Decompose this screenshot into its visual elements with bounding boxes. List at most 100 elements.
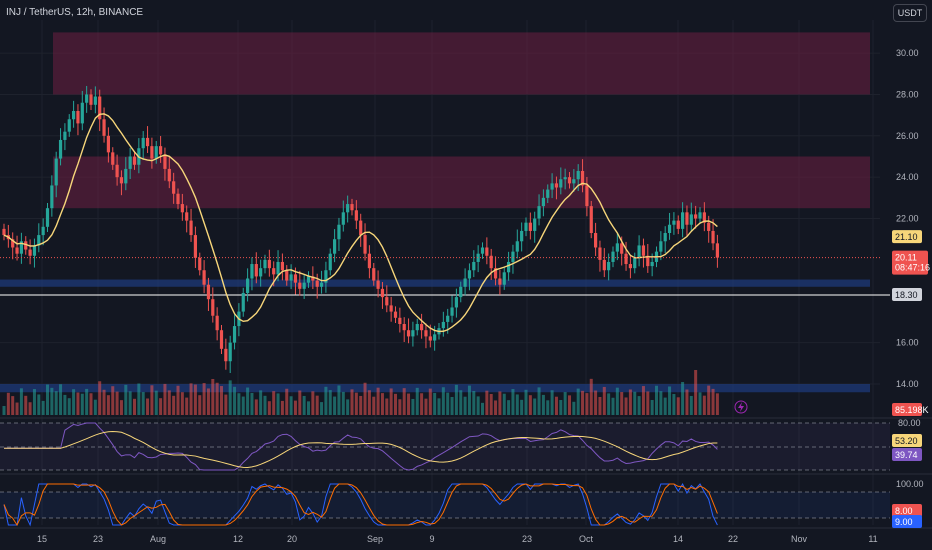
volume-bar	[115, 391, 119, 415]
volume-bar	[111, 386, 115, 415]
time-tick-label: 15	[37, 534, 47, 544]
candle-body	[415, 324, 419, 331]
stoch-band	[0, 492, 890, 518]
candle-body	[163, 154, 167, 169]
volume-bar	[154, 390, 158, 415]
volume-bar	[524, 389, 528, 415]
price-tick-label: 28.00	[896, 89, 919, 99]
volume-bar	[568, 395, 571, 415]
candle-body	[620, 243, 624, 254]
volume-bar	[11, 396, 15, 415]
candle-body	[420, 324, 424, 331]
candle-body	[315, 280, 319, 287]
volume-bar	[607, 393, 611, 415]
candle-body	[707, 222, 711, 231]
candle-body	[480, 247, 485, 254]
candle-body	[446, 315, 450, 322]
volume-bar	[689, 395, 693, 415]
volume-bar	[494, 400, 498, 415]
volume-bar	[119, 400, 123, 415]
ma-value-badge: 21.10	[895, 232, 918, 242]
time-tick-label: 14	[673, 534, 683, 544]
candle-body	[554, 183, 559, 188]
candle-body	[85, 94, 89, 103]
volume-bar	[428, 388, 432, 415]
candle-body	[398, 317, 402, 325]
volume-bar	[598, 397, 602, 415]
candle-body	[193, 235, 197, 258]
candle-body	[624, 253, 628, 265]
candle-body	[228, 342, 232, 362]
volume-bar	[602, 386, 606, 415]
candle-body	[272, 268, 276, 275]
candle-body	[454, 297, 458, 308]
volume-bar	[611, 397, 615, 415]
volume-bar	[32, 389, 36, 415]
volume-bar	[46, 384, 49, 415]
volume-bar	[715, 393, 719, 415]
stoch-tick-label: 100.00	[896, 479, 924, 489]
volume-bar	[250, 392, 254, 415]
volume-bar	[528, 395, 532, 415]
volume-bar	[137, 383, 141, 415]
volume-bar	[363, 382, 367, 415]
volume-bar	[341, 391, 345, 415]
volume-bar	[633, 391, 637, 415]
candle-body	[389, 305, 393, 312]
volume-bar	[650, 400, 654, 415]
volume-bar	[124, 384, 128, 415]
candle-body	[633, 257, 637, 269]
volume-bar	[446, 392, 450, 415]
candle-body	[594, 233, 598, 248]
volume-bar	[398, 399, 402, 415]
volume-bar	[328, 390, 332, 415]
candle-body	[89, 94, 93, 105]
candle-body	[450, 307, 454, 316]
candle-body	[441, 321, 445, 329]
candle-body	[433, 334, 437, 341]
stoch-k-line	[3, 482, 718, 527]
candle-body	[572, 179, 576, 184]
rsi-value-badge: 53.20	[895, 436, 918, 446]
volume-value-badge-bg	[892, 403, 922, 416]
candle-body	[102, 119, 106, 136]
volume-bar	[402, 388, 406, 415]
candle-body	[681, 212, 685, 229]
volume-bar	[333, 396, 337, 415]
volume-bar	[585, 393, 589, 415]
volume-bar	[80, 393, 84, 415]
volume-bar	[141, 392, 145, 415]
currency-button[interactable]: USDT	[893, 4, 927, 22]
volume-bar	[172, 395, 176, 415]
candle-body	[215, 315, 219, 331]
volume-bar	[698, 392, 702, 415]
volume-bar	[19, 388, 23, 415]
candle-body	[459, 286, 463, 298]
candle-body	[341, 212, 345, 225]
time-tick-label: 23	[522, 534, 532, 544]
rsi-ma-value-badge: 39.74	[895, 450, 918, 460]
candle-body	[319, 282, 324, 287]
price-tick-label: 24.00	[896, 172, 919, 182]
candle-body	[672, 220, 676, 225]
candle-body	[537, 206, 541, 219]
volume-bar	[637, 396, 641, 415]
candle-body	[115, 164, 119, 178]
volume-bar	[550, 390, 554, 415]
last-price-badge-bg	[892, 250, 928, 275]
candle-body	[224, 348, 228, 362]
candle-body	[176, 193, 180, 205]
volume-bar	[694, 370, 698, 415]
candle-body	[541, 197, 545, 207]
stoch-k-value-badge: 8.00	[895, 506, 913, 516]
candle-body	[493, 268, 498, 279]
volume-bar	[354, 392, 358, 415]
candle-body	[311, 276, 315, 281]
volume-bar	[620, 392, 624, 415]
volume-bar	[193, 384, 197, 415]
volume-bar	[24, 395, 28, 415]
candle-body	[694, 214, 698, 219]
volume-bar	[28, 402, 32, 415]
candle-body	[298, 282, 302, 289]
